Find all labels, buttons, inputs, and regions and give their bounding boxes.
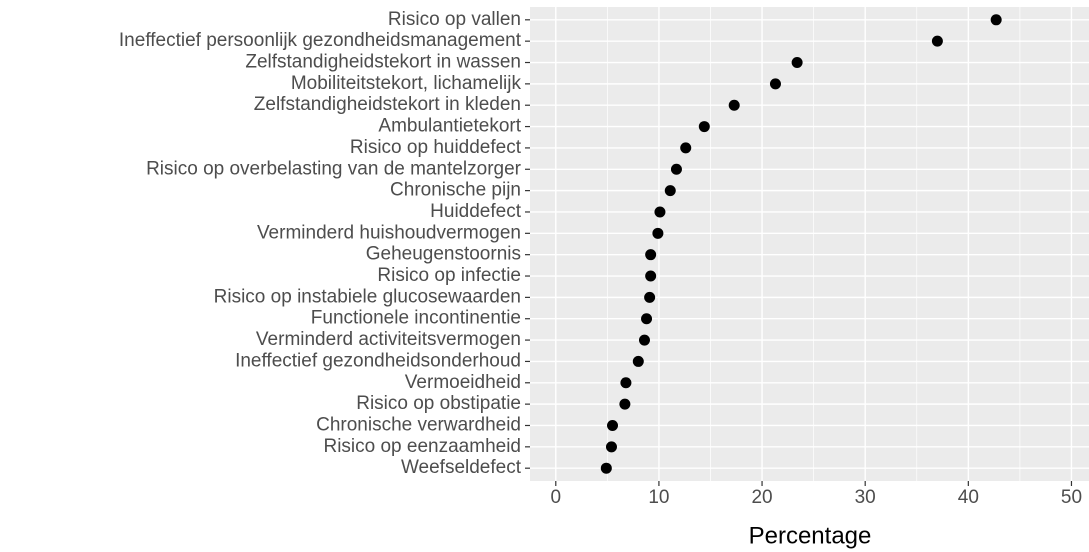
dot (654, 206, 666, 218)
dot (728, 99, 740, 111)
y-tick-label: Vermoeidheid (405, 372, 521, 393)
x-tick-label: 10 (648, 487, 669, 508)
dot (644, 291, 656, 303)
dot (769, 78, 781, 90)
dot (638, 334, 650, 346)
x-tick-label: 0 (550, 487, 561, 508)
dot (632, 355, 644, 367)
y-tick-label: Verminderd huishoudvermogen (257, 222, 521, 243)
dot (990, 14, 1002, 26)
dot (791, 57, 803, 69)
y-tick-label: Chronische verwardheid (316, 415, 521, 436)
dot (698, 121, 710, 133)
y-tick-label: Ineffectief persoonlijk gezondheidsmanag… (119, 30, 522, 51)
y-tick-label: Risico op eenzaamheid (323, 436, 521, 457)
x-tick-label: 30 (855, 487, 876, 508)
dot (652, 227, 664, 239)
dot (670, 163, 682, 175)
x-axis-title: Percentage (749, 522, 872, 549)
y-tick-label: Risico op obstipatie (356, 393, 521, 414)
y-tick-label: Risico op huiddefect (350, 137, 522, 158)
dot (680, 142, 692, 154)
panel (530, 7, 1089, 481)
y-tick-label: Risico op overbelasting van de mantelzor… (146, 158, 522, 179)
y-tick-label: Zelfstandigheidstekort in kleden (254, 94, 521, 115)
dot (600, 462, 612, 474)
x-tick-label: 20 (751, 487, 772, 508)
y-tick-label: Risico op instabiele glucosewaarden (214, 286, 521, 307)
dot (645, 270, 657, 282)
dot (645, 249, 657, 261)
y-tick-label: Zelfstandigheidstekort in wassen (245, 52, 521, 73)
y-tick-label: Geheugenstoornis (366, 244, 521, 265)
dot (607, 419, 619, 431)
dot (619, 398, 631, 410)
dot (605, 441, 617, 453)
y-tick-label: Weefseldefect (401, 457, 522, 478)
dot (931, 35, 943, 47)
y-tick-label: Risico op vallen (388, 9, 521, 30)
grid (530, 7, 1089, 481)
y-tick-label: Huiddefect (430, 201, 522, 222)
y-tick-label: Functionele incontinentie (311, 308, 521, 329)
y-tick-label: Ambulantietekort (378, 116, 521, 137)
y-tick-label: Verminderd activiteitsvermogen (256, 329, 521, 350)
y-tick-label: Mobiliteitstekort, lichamelijk (291, 73, 522, 94)
y-tick-label: Chronische pijn (390, 180, 521, 201)
dot (641, 313, 653, 325)
y-tick-label: Risico op infectie (377, 265, 521, 286)
x-tick-label: 40 (958, 487, 979, 508)
dot (620, 377, 632, 389)
dot (664, 185, 676, 197)
x-tick-label: 50 (1061, 487, 1082, 508)
y-tick-label: Ineffectief gezondheidsonderhoud (235, 350, 521, 371)
